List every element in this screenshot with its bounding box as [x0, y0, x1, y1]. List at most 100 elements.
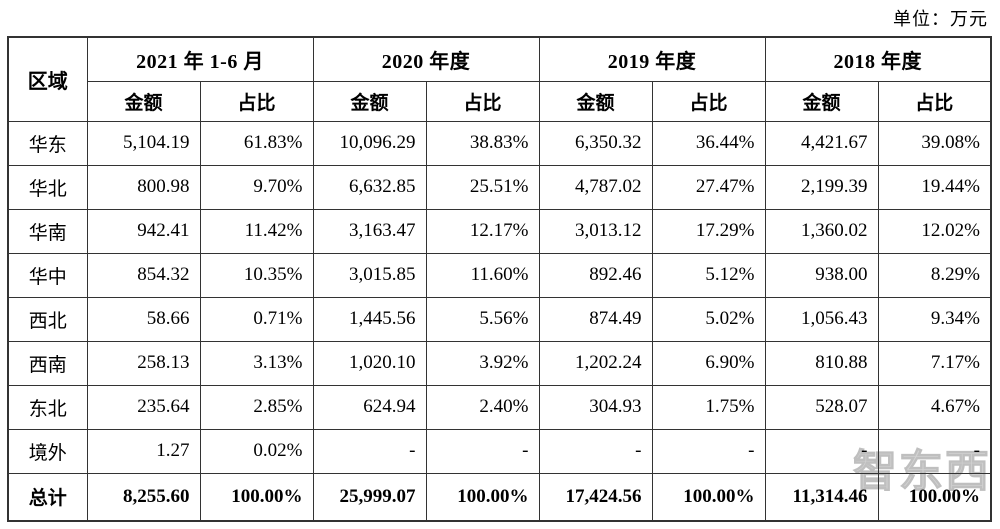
- value-cell: 1,020.10: [312, 340, 427, 386]
- table-header: 区域 2021 年 1-6 月 2020 年度 2019 年度 2018 年度 …: [7, 36, 992, 122]
- value-cell: 2.40%: [425, 384, 540, 430]
- value-cell: 12.02%: [877, 208, 992, 254]
- subheader-ratio: 占比: [425, 80, 540, 122]
- table-row: 西北 58.66 0.71% 1,445.56 5.56% 874.49 5.02% 1,05…: [7, 296, 992, 342]
- value-cell: 5.12%: [651, 252, 766, 298]
- value-cell: 1,202.24: [538, 340, 653, 386]
- table-row: 华东 5,104.19 61.83% 10,096.29 38.83% 6,350.32 3…: [7, 120, 992, 166]
- value-cell: 6,350.32: [538, 120, 653, 166]
- value-cell: 938.00: [764, 252, 879, 298]
- value-cell: 61.83%: [199, 120, 314, 166]
- unit-label: 单位：万元: [893, 9, 988, 29]
- year-group-2020: 2020 年度: [312, 36, 540, 82]
- value-cell: -: [312, 428, 427, 474]
- value-cell: 528.07: [764, 384, 879, 430]
- value-cell: 892.46: [538, 252, 653, 298]
- value-cell: 942.41: [86, 208, 201, 254]
- region-cell: 华东: [7, 120, 88, 166]
- value-cell: 800.98: [86, 164, 201, 210]
- value-cell: 3.13%: [199, 340, 314, 386]
- value-cell: -: [651, 428, 766, 474]
- table-row: 华北 800.98 9.70% 6,632.85 25.51% 4,787.02 27.47…: [7, 164, 992, 210]
- value-cell: 36.44%: [651, 120, 766, 166]
- table-row: 东北 235.64 2.85% 624.94 2.40% 304.93 1.75% 528.0…: [7, 384, 992, 430]
- value-cell: 0.71%: [199, 296, 314, 342]
- year-group-2021: 2021 年 1-6 月: [86, 36, 314, 82]
- value-cell: 3.92%: [425, 340, 540, 386]
- region-cell: 西北: [7, 296, 88, 342]
- value-cell: -: [425, 428, 540, 474]
- value-cell: 7.17%: [877, 340, 992, 386]
- subheader-ratio: 占比: [199, 80, 314, 122]
- value-cell: 1.75%: [651, 384, 766, 430]
- value-cell: 3,163.47: [312, 208, 427, 254]
- value-cell: 10.35%: [199, 252, 314, 298]
- value-cell: 100.00%: [425, 472, 540, 522]
- region-cell: 总计: [7, 472, 88, 522]
- value-cell: 1,445.56: [312, 296, 427, 342]
- value-cell: 100.00%: [199, 472, 314, 522]
- value-cell: 1,360.02: [764, 208, 879, 254]
- value-cell: 2,199.39: [764, 164, 879, 210]
- value-cell: 17,424.56: [538, 472, 653, 522]
- value-cell: 27.47%: [651, 164, 766, 210]
- value-cell: 100.00%: [877, 472, 992, 522]
- value-cell: 235.64: [86, 384, 201, 430]
- value-cell: 9.70%: [199, 164, 314, 210]
- value-cell: 4,421.67: [764, 120, 879, 166]
- region-cell: 西南: [7, 340, 88, 386]
- value-cell: 39.08%: [877, 120, 992, 166]
- value-cell: 8.29%: [877, 252, 992, 298]
- subheader-amount: 金额: [312, 80, 427, 122]
- value-cell: 58.66: [86, 296, 201, 342]
- regional-sales-table: 区域 2021 年 1-6 月 2020 年度 2019 年度 2018 年度 …: [7, 36, 992, 522]
- region-column-header: 区域: [7, 36, 88, 122]
- subheader-ratio: 占比: [651, 80, 766, 122]
- value-cell: 25,999.07: [312, 472, 427, 522]
- value-cell: 25.51%: [425, 164, 540, 210]
- header-sub-row: 金额 占比 金额 占比 金额 占比 金额 占比: [8, 80, 992, 122]
- value-cell: 874.49: [538, 296, 653, 342]
- value-cell: 6,632.85: [312, 164, 427, 210]
- region-cell: 境外: [7, 428, 88, 474]
- value-cell: 258.13: [86, 340, 201, 386]
- value-cell: 11.60%: [425, 252, 540, 298]
- value-cell: 2.85%: [199, 384, 314, 430]
- subheader-amount: 金额: [538, 80, 653, 122]
- value-cell: -: [764, 428, 879, 474]
- value-cell: 38.83%: [425, 120, 540, 166]
- region-cell: 东北: [7, 384, 88, 430]
- header-group-row: 区域 2021 年 1-6 月 2020 年度 2019 年度 2018 年度: [7, 36, 992, 122]
- value-cell: 8,255.60: [86, 472, 201, 522]
- value-cell: 1.27: [86, 428, 201, 474]
- value-cell: 0.02%: [199, 428, 314, 474]
- value-cell: 6.90%: [651, 340, 766, 386]
- table-row: 华中 854.32 10.35% 3,015.85 11.60% 892.46 5.12% 9…: [7, 252, 992, 298]
- subheader-amount: 金额: [86, 80, 201, 122]
- value-cell: 4,787.02: [538, 164, 653, 210]
- value-cell: 1,056.43: [764, 296, 879, 342]
- value-cell: 854.32: [86, 252, 201, 298]
- value-cell: 5.02%: [651, 296, 766, 342]
- region-cell: 华南: [7, 208, 88, 254]
- value-cell: 100.00%: [651, 472, 766, 522]
- year-group-2019: 2019 年度: [538, 36, 766, 82]
- table-row: 总计 8,255.60 100.00% 25,999.07 100.00% 17,424.…: [7, 472, 992, 522]
- table-row: 境外 1.27 0.02% - - - - - -: [7, 428, 992, 474]
- value-cell: 12.17%: [425, 208, 540, 254]
- value-cell: 3,013.12: [538, 208, 653, 254]
- table-row: 华南 942.41 11.42% 3,163.47 12.17% 3,013.12 17.2…: [7, 208, 992, 254]
- value-cell: 11.42%: [199, 208, 314, 254]
- value-cell: 810.88: [764, 340, 879, 386]
- region-cell: 华中: [7, 252, 88, 298]
- value-cell: 10,096.29: [312, 120, 427, 166]
- table-row: 西南 258.13 3.13% 1,020.10 3.92% 1,202.24 6.90% 8…: [7, 340, 992, 386]
- region-cell: 华北: [7, 164, 88, 210]
- value-cell: 9.34%: [877, 296, 992, 342]
- value-cell: 11,314.46: [764, 472, 879, 522]
- value-cell: 304.93: [538, 384, 653, 430]
- value-cell: 624.94: [312, 384, 427, 430]
- value-cell: 3,015.85: [312, 252, 427, 298]
- table-body: 华东 5,104.19 61.83% 10,096.29 38.83% 6,350.32 3…: [7, 120, 992, 522]
- subheader-ratio: 占比: [877, 80, 992, 122]
